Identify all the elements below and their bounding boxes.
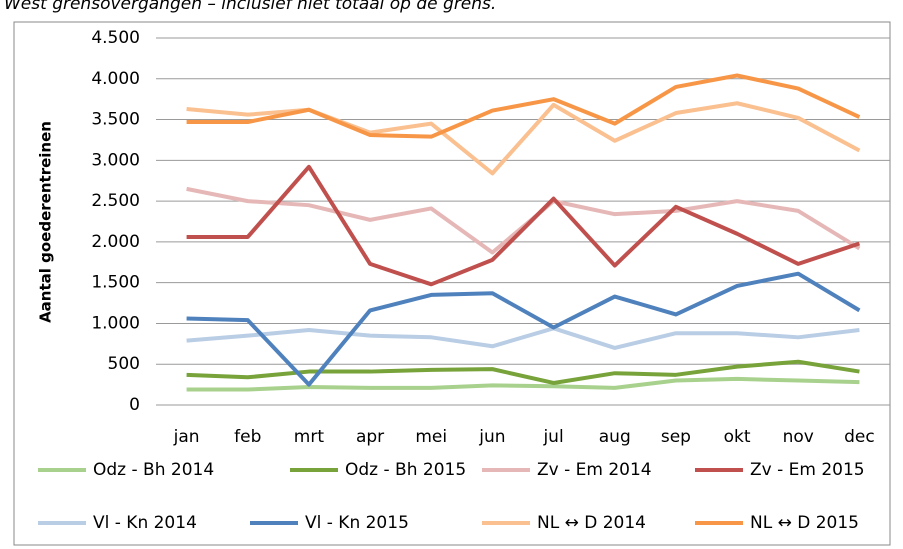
y-tick-label: 3.000: [91, 150, 140, 170]
x-tick-label: dec: [844, 427, 875, 447]
x-tick-label: nov: [783, 427, 814, 447]
legend-label: Vl - Kn 2014: [93, 513, 197, 533]
y-tick-label: 2.000: [91, 232, 140, 252]
x-tick-label: okt: [724, 427, 751, 447]
series-line: [186, 73, 861, 139]
y-tick-label: 500: [108, 354, 140, 374]
x-tick-label: mrt: [294, 427, 325, 447]
legend-label: NL ↔ D 2014: [537, 513, 646, 533]
x-tick-label: feb: [234, 427, 261, 447]
x-tick-label: apr: [356, 427, 384, 447]
y-axis-label: Aantal goederentreinen: [37, 121, 55, 323]
legend-label: Odz - Bh 2014: [93, 460, 214, 480]
x-tick-label: aug: [599, 427, 631, 447]
y-tick-label: 1.000: [91, 313, 140, 333]
y-tick-label: 1.500: [91, 273, 140, 293]
y-tick-label: 3.500: [91, 110, 140, 130]
legend-label: NL ↔ D 2015: [750, 513, 859, 533]
series-line: [186, 164, 861, 287]
chart-title: West grensovergangen – inclusief niet to…: [4, 0, 496, 14]
legend-label: Odz - Bh 2015: [345, 460, 466, 480]
x-tick-label: jun: [478, 427, 505, 447]
series-line: [186, 326, 860, 350]
x-tick-label: jan: [173, 427, 200, 447]
series-line: [186, 271, 861, 387]
y-tick-label: 4.000: [91, 69, 140, 89]
x-tick-label: jul: [542, 427, 563, 447]
chart-border: [13, 21, 891, 546]
y-tick-label: 2.500: [91, 191, 140, 211]
legend-label: Zv - Em 2014: [537, 460, 652, 480]
legend-label: Zv - Em 2015: [750, 460, 865, 480]
legend-label: Vl - Kn 2015: [305, 513, 409, 533]
x-tick-label: mei: [415, 427, 447, 447]
y-tick-label: 0: [129, 395, 140, 415]
y-tick-label: 4.500: [91, 28, 140, 48]
series-line: [186, 376, 860, 392]
x-tick-label: sep: [661, 427, 691, 447]
